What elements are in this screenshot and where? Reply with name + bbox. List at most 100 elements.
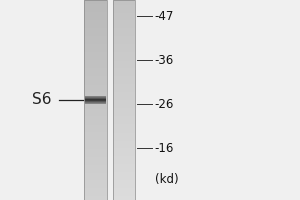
Bar — [112, 86, 135, 87]
Bar — [84, 118, 106, 119]
Bar — [112, 147, 135, 148]
Bar — [112, 63, 135, 64]
Bar — [112, 107, 135, 108]
Bar — [84, 14, 106, 15]
Text: -26: -26 — [154, 98, 174, 110]
Bar — [84, 61, 106, 62]
Bar — [84, 145, 106, 146]
Bar — [84, 199, 106, 200]
Bar — [112, 41, 135, 42]
Bar — [112, 40, 135, 41]
Bar — [84, 30, 106, 31]
Bar — [112, 105, 135, 106]
Bar — [84, 21, 106, 22]
Bar — [84, 56, 106, 57]
Bar — [112, 4, 135, 5]
Bar — [112, 168, 135, 169]
Bar — [84, 104, 106, 105]
Bar — [112, 139, 135, 140]
Bar — [112, 64, 135, 65]
Bar — [84, 31, 106, 32]
Bar — [84, 79, 106, 80]
Bar — [112, 104, 135, 105]
Bar — [84, 113, 106, 114]
Text: (kd): (kd) — [154, 174, 178, 186]
Bar — [112, 106, 135, 107]
Bar — [112, 53, 135, 54]
Bar — [112, 12, 135, 13]
Bar — [84, 183, 106, 184]
Bar — [84, 84, 106, 85]
Bar — [112, 17, 135, 18]
Bar — [84, 152, 106, 153]
Bar — [112, 151, 135, 152]
Bar — [112, 109, 135, 110]
Bar — [112, 171, 135, 172]
Bar — [84, 123, 106, 124]
Bar — [84, 15, 106, 16]
Bar — [84, 111, 106, 112]
Bar — [84, 129, 106, 130]
Bar — [85, 96, 106, 97]
Bar — [112, 172, 135, 173]
Bar — [84, 34, 106, 35]
Bar — [84, 108, 106, 109]
Bar — [84, 188, 106, 189]
Bar — [85, 97, 106, 98]
Bar — [112, 25, 135, 26]
Bar — [84, 55, 106, 56]
Bar — [112, 128, 135, 129]
Bar — [84, 62, 106, 63]
Bar — [84, 93, 106, 94]
Bar — [112, 23, 135, 24]
Bar — [84, 60, 106, 61]
Bar — [112, 69, 135, 70]
Bar — [84, 58, 106, 59]
Bar — [84, 4, 106, 5]
Bar — [84, 18, 106, 19]
Bar — [84, 43, 106, 44]
Bar — [112, 167, 135, 168]
Bar — [84, 102, 106, 103]
Bar — [112, 199, 135, 200]
Bar — [84, 119, 106, 120]
Bar — [112, 92, 135, 93]
Bar — [84, 158, 106, 159]
Bar — [84, 25, 106, 26]
Bar — [84, 64, 106, 65]
Bar — [84, 33, 106, 34]
Bar — [84, 39, 106, 40]
Bar — [112, 2, 135, 3]
Bar — [84, 46, 106, 47]
Bar — [84, 176, 106, 177]
Bar — [84, 52, 106, 53]
Bar — [112, 123, 135, 124]
Bar — [84, 50, 106, 51]
Bar — [84, 101, 106, 102]
Bar — [112, 164, 135, 165]
Bar — [84, 147, 106, 148]
Bar — [84, 66, 106, 67]
Bar — [84, 185, 106, 186]
Bar — [84, 182, 106, 183]
Bar — [112, 156, 135, 157]
Bar — [84, 141, 106, 142]
Bar — [112, 159, 135, 160]
Bar — [112, 39, 135, 40]
Bar — [84, 35, 106, 36]
Bar — [112, 88, 135, 89]
Bar — [112, 117, 135, 118]
Bar — [112, 91, 135, 92]
Bar — [112, 99, 135, 100]
Bar — [84, 81, 106, 82]
Bar — [112, 55, 135, 56]
Bar — [84, 187, 106, 188]
Bar — [84, 37, 106, 38]
Bar — [84, 71, 106, 72]
Bar — [112, 138, 135, 139]
Bar — [84, 140, 106, 141]
Bar — [112, 176, 135, 177]
Bar — [84, 51, 106, 52]
Bar — [84, 16, 106, 17]
Bar — [84, 127, 106, 128]
